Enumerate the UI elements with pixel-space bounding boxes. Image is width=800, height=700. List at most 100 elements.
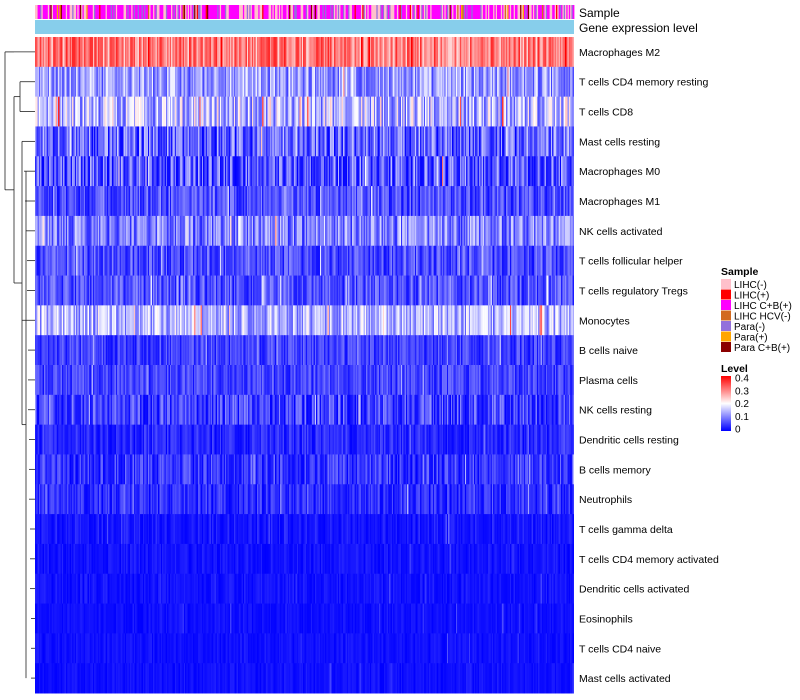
sample-legend-swatch — [721, 342, 731, 352]
sample-annotation-cell — [318, 5, 321, 19]
sample-annotation-cell — [503, 5, 506, 19]
sample-annotation-cell — [97, 5, 100, 19]
sample-annotation-cell — [183, 5, 186, 19]
sample-annotation-cell — [480, 5, 482, 19]
heatmap-row — [35, 126, 574, 157]
level-tick-label: 0.2 — [735, 399, 749, 410]
sample-annotation-cell — [470, 5, 472, 19]
sample-annotation-cell — [411, 5, 413, 19]
sample-annotation-cell — [186, 5, 189, 19]
sample-annotation-cell — [268, 5, 271, 19]
sample-annotation-cell — [77, 5, 80, 19]
sample-annotation-cell — [73, 5, 76, 19]
sample-annotation-cell — [303, 5, 305, 19]
sample-annotation-cell — [395, 5, 398, 19]
sample-annotation-cell — [466, 5, 468, 19]
sample-annotation-cell — [47, 5, 50, 19]
sample-annotation-cell — [536, 5, 539, 19]
sample-annotation-cell — [464, 5, 467, 19]
sample-annotation-cell — [321, 5, 323, 19]
sample-annotation-cell — [159, 5, 162, 19]
sample-legend: Sample LIHC(-)LIHC(+)LIHC C+B(+)LIHC HCV(… — [721, 266, 792, 354]
sample-annotation-cell — [427, 5, 430, 19]
sample-annotation-cell — [394, 5, 397, 19]
sample-annotation-cell — [371, 5, 373, 19]
sample-annotation-cell — [101, 5, 104, 19]
sample-annotation-cell — [294, 5, 296, 19]
sample-annotation-cell — [217, 5, 219, 19]
sample-annotation-cell — [36, 5, 38, 19]
row-label: Eosinophils — [579, 613, 633, 625]
sample-annotation-cell — [68, 5, 71, 19]
sample-annotation-cell — [425, 5, 427, 19]
sample-annotation-cell — [307, 5, 309, 19]
sample-annotation-cell — [290, 5, 293, 19]
sample-annotation-cell — [544, 5, 547, 19]
sample-annotation-cell — [190, 5, 192, 19]
sample-annotation-cell — [441, 5, 444, 19]
sample-annotation-cell — [507, 5, 509, 19]
sample-annotation-cell — [568, 5, 571, 19]
sample-annotation-cell — [340, 5, 343, 19]
sample-annotation-cell — [351, 5, 354, 19]
sample-annotation-cell — [345, 5, 348, 19]
sample-annotation-cell — [208, 5, 210, 19]
sample-annotation-cell — [88, 5, 91, 19]
sample-annotation-cell — [117, 5, 119, 19]
heatmap-row — [35, 245, 574, 277]
sample-annotation-cell — [150, 5, 153, 19]
sample-annotation-cell — [304, 5, 307, 19]
heatmap-row — [35, 305, 574, 336]
sample-annotation-cell — [259, 5, 262, 19]
sample-annotation-cell — [99, 5, 101, 19]
sample-annotation-cell — [172, 5, 174, 19]
sample-annotation-cell — [485, 5, 488, 19]
sample-annotation-cell — [567, 5, 570, 19]
sample-annotation-cell — [550, 5, 553, 19]
sample-annotation-cell — [407, 5, 409, 19]
heatmap-row — [35, 514, 574, 545]
sample-legend-swatch — [721, 289, 731, 300]
row-label: T cells regulatory Tregs — [579, 285, 688, 297]
sample-annotation-cell — [461, 5, 463, 19]
sample-annotation-cell — [278, 5, 281, 19]
sample-annotation-cell — [364, 5, 367, 19]
row-label: NK cells resting — [579, 405, 652, 417]
sample-annotation-cell — [35, 5, 37, 19]
sample-annotation-cell — [552, 5, 554, 19]
sample-annotation-cell — [416, 5, 418, 19]
sample-annotation-cell — [436, 5, 439, 19]
sample-annotation-cell — [187, 5, 190, 19]
row-label: Mast cells activated — [579, 673, 671, 685]
heatmap-row — [35, 215, 574, 247]
sample-annotation-cell — [353, 5, 355, 19]
sample-annotation-cell — [518, 5, 521, 19]
sample-annotation-cell — [163, 5, 166, 19]
row-label: T cells CD8 — [579, 107, 633, 119]
sample-annotation-cell — [177, 5, 180, 19]
sample-annotation-cell — [549, 5, 552, 19]
sample-annotation-cell — [263, 5, 266, 19]
sample-annotation-cell — [206, 5, 209, 19]
sample-annotation-cell — [382, 5, 385, 19]
sample-annotation-cell — [493, 5, 495, 19]
sample-annotation-cell — [260, 5, 263, 19]
sample-annotation-cell — [144, 5, 146, 19]
gene-expression-annotation-bar — [35, 20, 574, 34]
sample-annotation-cell — [233, 5, 236, 19]
sample-annotation-cell — [250, 5, 253, 19]
sample-annotation-cell — [482, 5, 485, 19]
sample-annotation-cell — [499, 5, 502, 19]
sample-annotation-cell — [430, 5, 432, 19]
sample-annotation-cell — [231, 5, 234, 19]
sample-annotation-cell — [141, 5, 144, 19]
sample-annotation-cell — [390, 5, 393, 19]
sample-annotation-cell — [545, 5, 548, 19]
sample-annotation-cell — [490, 5, 493, 19]
level-tick-label: 0.1 — [735, 412, 749, 423]
sample-annotation-cell — [414, 5, 417, 19]
sample-annotation-cell — [277, 5, 280, 19]
sample-annotation-cell — [484, 5, 486, 19]
row-label: Mast cells resting — [579, 136, 660, 148]
sample-annotation-cell — [449, 5, 452, 19]
